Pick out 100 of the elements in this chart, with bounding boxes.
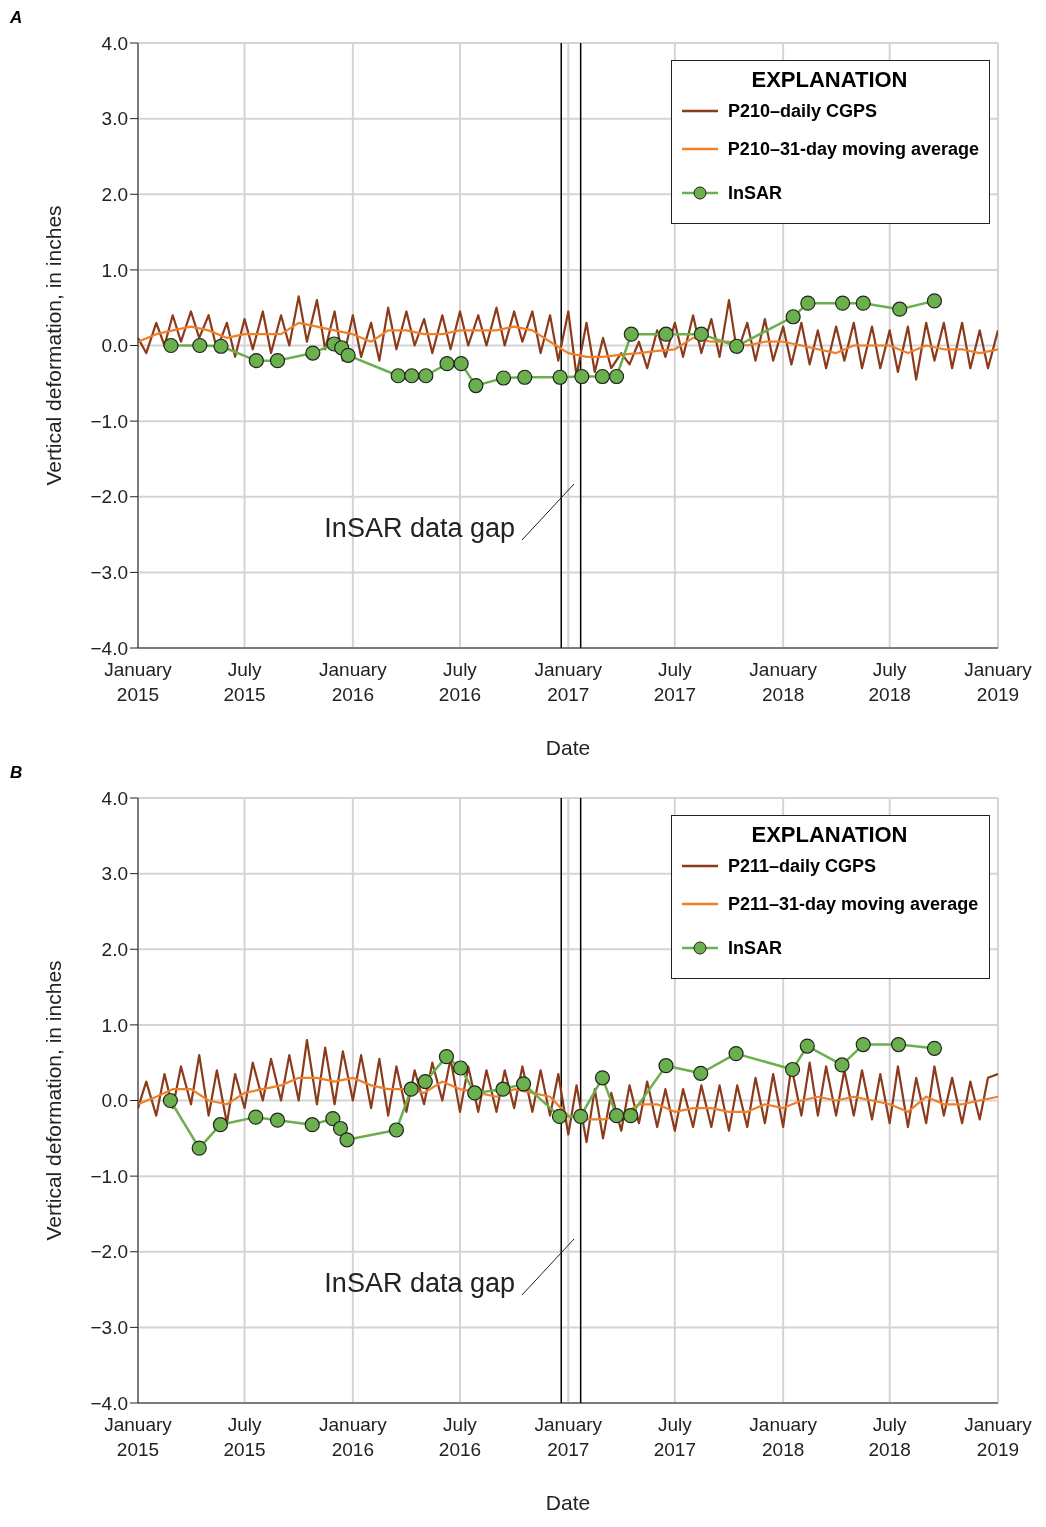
point	[467, 1085, 483, 1101]
x-axis-title: Date	[545, 1491, 591, 1514]
point	[608, 368, 625, 385]
legend-label: P210–31-day moving average	[727, 138, 979, 160]
y-tick-label: 0.0	[101, 335, 128, 357]
point	[835, 295, 851, 311]
point	[573, 1108, 589, 1124]
y-tick-label: 2.0	[101, 183, 128, 205]
y-tick-label: 3.0	[101, 863, 128, 885]
point	[515, 1076, 532, 1092]
point	[495, 370, 512, 386]
legend-label: P210–daily CGPS	[728, 100, 878, 122]
point	[855, 295, 871, 311]
point	[594, 368, 611, 385]
annotation: InSAR data gap	[324, 513, 515, 544]
point	[926, 293, 943, 309]
x-tick-label: July 2016	[438, 1414, 482, 1460]
chart-title: B	[10, 763, 23, 783]
x-tick-label: July 2015	[223, 659, 266, 705]
x-tick-label: January 2017	[534, 1414, 603, 1460]
point	[325, 1111, 341, 1127]
y-tick-label: 4.0	[101, 787, 128, 809]
point	[693, 326, 709, 342]
y-tick-label: −4.0	[90, 637, 128, 659]
point	[890, 1036, 907, 1053]
x-tick-label: July 2017	[653, 659, 696, 705]
y-tick-label: −3.0	[90, 562, 128, 584]
y-tick-label: 1.0	[101, 1014, 128, 1036]
point	[834, 1057, 850, 1073]
point	[658, 1058, 674, 1074]
x-tick-label: January 2015	[104, 659, 173, 705]
point	[404, 368, 420, 384]
y-tick-label: −2.0	[90, 486, 128, 508]
point	[552, 369, 568, 385]
point	[608, 1108, 625, 1124]
x-tick-label: January 2016	[319, 1414, 388, 1460]
y-tick-label: 1.0	[101, 259, 128, 281]
point	[623, 1108, 639, 1124]
point	[468, 377, 484, 394]
point	[728, 1046, 744, 1062]
point	[418, 368, 434, 384]
chart-title: A	[10, 8, 23, 28]
x-tick-label: July 2017	[653, 1414, 696, 1460]
y-tick-label: 4.0	[101, 32, 128, 54]
x-tick-label: January 2017	[534, 659, 603, 705]
point	[855, 1036, 871, 1053]
x-tick-label: July 2018	[868, 659, 911, 705]
annotation: InSAR data gap	[324, 1268, 515, 1299]
line-series	[138, 321, 998, 358]
point	[213, 338, 229, 354]
point	[340, 347, 356, 363]
point	[551, 1108, 568, 1124]
x-tick-label: January 2016	[319, 659, 388, 705]
line-series	[138, 1038, 998, 1144]
y-tick-label: −4.0	[90, 1392, 128, 1414]
legend-label: InSAR	[728, 182, 782, 204]
point	[191, 1140, 207, 1156]
x-tick-label: January 2015	[104, 1414, 173, 1460]
point	[729, 338, 745, 354]
x-tick-label: July 2016	[438, 659, 482, 705]
point	[305, 345, 321, 361]
x-tick-label: January 2018	[749, 659, 818, 705]
point	[248, 353, 264, 369]
point	[332, 1120, 349, 1137]
point	[163, 337, 179, 354]
x-tick-label: July 2018	[868, 1414, 911, 1460]
x-axis-title: Date	[545, 736, 591, 759]
point	[785, 309, 801, 325]
y-axis-title: Vertical deformation, in inches	[42, 205, 66, 486]
point	[304, 1117, 320, 1133]
legend-title: EXPLANATION	[750, 822, 909, 848]
point	[390, 368, 406, 384]
y-tick-label: −1.0	[90, 410, 128, 432]
point	[269, 1112, 286, 1128]
point	[269, 353, 286, 369]
point	[212, 1117, 229, 1133]
point	[439, 356, 455, 372]
point	[438, 1049, 455, 1065]
x-tick-label: January 2018	[749, 1414, 818, 1460]
point	[784, 1061, 801, 1078]
point	[339, 1132, 355, 1148]
point	[658, 326, 674, 342]
point	[417, 1073, 433, 1090]
y-tick-label: −3.0	[90, 1317, 128, 1339]
x-tick-label: January 2019	[964, 659, 1033, 705]
point	[248, 1109, 264, 1125]
y-axis-title: Vertical deformation, in inches	[42, 960, 66, 1241]
point	[800, 295, 816, 311]
y-tick-label: −1.0	[90, 1165, 128, 1187]
legend-label: P211–31-day moving average	[728, 893, 979, 915]
point	[892, 301, 908, 317]
legend-title: EXPLANATION	[750, 67, 909, 93]
x-tick-label: July 2015	[223, 1414, 266, 1460]
y-tick-label: 3.0	[101, 108, 128, 130]
point	[517, 369, 533, 385]
point	[162, 1092, 178, 1109]
legend-label: P211–daily CGPS	[728, 855, 877, 877]
point	[388, 1122, 405, 1138]
point	[574, 368, 590, 385]
point	[799, 1038, 815, 1054]
